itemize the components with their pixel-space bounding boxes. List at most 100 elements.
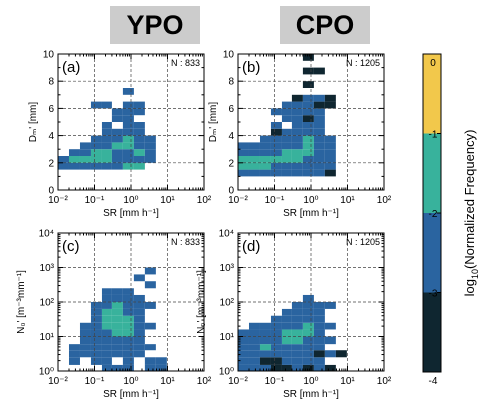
header-cpo: CPO	[280, 6, 370, 44]
y-tick-label: 2	[48, 158, 54, 169]
heatmap-cell	[133, 156, 145, 163]
heatmap-cell	[302, 122, 314, 129]
heatmap-cells	[238, 294, 347, 371]
x-tick-label: 10⁻²	[228, 376, 248, 387]
heatmap-cell	[313, 108, 325, 116]
heatmap-cell	[259, 364, 271, 371]
heatmap-cell	[111, 315, 123, 323]
heatmap-cell	[291, 94, 303, 102]
y-tick-label: 10³	[40, 263, 55, 274]
heatmap-cell	[111, 294, 123, 302]
heatmap-cell	[90, 322, 102, 330]
heatmap-cell	[68, 357, 80, 365]
heatmap-cell	[122, 115, 134, 122]
heatmap-cell	[144, 142, 156, 150]
heatmap-cell	[281, 315, 292, 323]
heatmap-cell	[270, 142, 282, 150]
heatmap-cell	[68, 350, 80, 358]
heatmap-cell	[90, 162, 102, 170]
heatmap-cell	[122, 88, 134, 95]
heatmap-cell	[79, 156, 91, 163]
heatmap-cell	[79, 350, 91, 358]
heatmap-cell	[291, 169, 303, 177]
y-tick-label: 8	[48, 77, 54, 88]
heatmap-cell	[122, 142, 134, 150]
heatmap-cell	[248, 350, 260, 358]
panel-label: (b)	[242, 59, 260, 76]
heatmap-cell	[58, 156, 69, 163]
heatmap-cell	[302, 322, 314, 330]
heatmap-cell	[111, 135, 123, 143]
heatmap-cell	[133, 122, 145, 129]
heatmap-cell	[281, 115, 292, 122]
heatmap-cell	[313, 115, 325, 122]
heatmap-cell	[122, 294, 134, 302]
heatmap-cells	[68, 267, 167, 371]
x-tick-label: 10⁰	[123, 376, 138, 387]
heatmap-cell	[270, 149, 282, 156]
heatmap-cell	[238, 142, 249, 150]
heatmap-cell	[291, 101, 303, 109]
heatmap-cell	[133, 336, 145, 345]
heatmap-cell	[281, 162, 292, 170]
heatmap-cell	[238, 364, 249, 371]
heatmap-cell	[248, 156, 260, 163]
x-tick-label: 10⁻²	[48, 195, 68, 206]
heatmap-cell	[155, 364, 167, 371]
heatmap-cell	[90, 308, 102, 316]
heatmap-cell	[313, 135, 325, 143]
grid	[238, 233, 384, 371]
heatmap-cell	[133, 101, 145, 109]
tick-marks	[57, 232, 205, 372]
heatmap-cell	[238, 336, 249, 345]
heatmap-cell	[313, 94, 325, 102]
heatmap-cell	[302, 115, 314, 122]
heatmap-cell	[281, 128, 292, 136]
heatmap-cell	[122, 344, 134, 351]
heatmap-cell	[281, 135, 292, 143]
heatmap-cell	[324, 101, 336, 109]
colorbar-tick-label: -4	[429, 376, 438, 387]
heatmap-cell	[324, 94, 336, 102]
heatmap-cell	[281, 149, 292, 156]
heatmap-cell	[302, 364, 314, 371]
heatmap-cell	[313, 67, 325, 75]
heatmap-cell	[302, 149, 314, 156]
heatmap-cell	[133, 135, 145, 143]
heatmap-cell	[270, 169, 282, 177]
heatmap-cell	[79, 344, 91, 351]
x-tick-label: 10⁻²	[228, 195, 248, 206]
y-axis-label: N₀' [m⁻³mm⁻¹]	[196, 270, 207, 334]
y-axis-label: N₀' [m⁻³mm⁻¹]	[16, 270, 27, 334]
x-tick-label: 10²	[377, 195, 392, 206]
panel-label: (d)	[242, 238, 260, 255]
heatmap-cell	[313, 357, 325, 365]
heatmap-cell	[248, 169, 260, 177]
colorbar-label-rest: (Normalized Frequency)	[462, 130, 477, 269]
heatmap-cell	[291, 302, 303, 309]
heatmap-cell	[238, 344, 249, 351]
heatmap-cell	[302, 302, 314, 309]
heatmap-cell	[68, 156, 80, 163]
heatmap-cell	[270, 135, 282, 143]
colorbar-segment	[423, 292, 441, 372]
x-tick-label: 10¹	[340, 195, 355, 206]
heatmap-cell	[302, 101, 314, 109]
heatmap-cell	[313, 122, 325, 129]
heatmap-cell	[291, 135, 303, 143]
heatmap-cell	[313, 302, 325, 309]
colorbar-segment	[423, 133, 441, 213]
heatmap-cell	[313, 350, 325, 358]
heatmap-cell	[313, 315, 325, 323]
heatmap-cell	[302, 308, 314, 316]
heatmap-cell	[155, 357, 167, 365]
heatmap-cell	[133, 142, 145, 150]
heatmap-cell	[302, 162, 314, 170]
heatmap-cell	[281, 364, 292, 371]
heatmap-cell	[101, 142, 112, 150]
y-tick-label: 10²	[40, 298, 55, 309]
y-tick-label: 6	[228, 104, 234, 115]
heatmap-cell	[122, 101, 134, 109]
heatmap-cell	[259, 322, 271, 330]
heatmap-cell	[90, 329, 102, 337]
